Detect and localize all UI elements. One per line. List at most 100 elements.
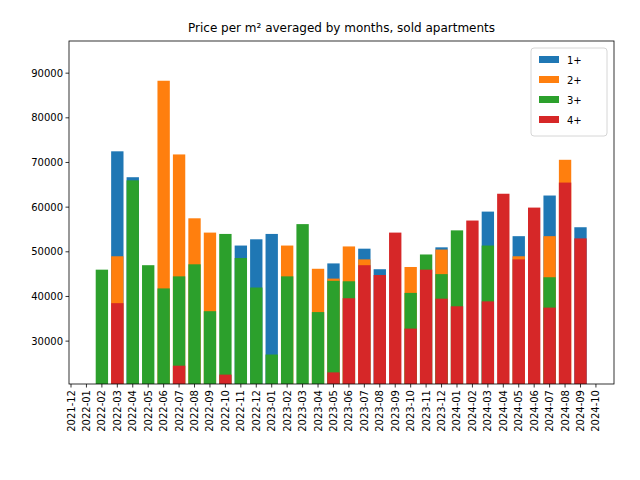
bar	[574, 227, 586, 384]
x-tick-label: 2023-08	[374, 390, 385, 432]
x-tick-label: 2022-02	[96, 390, 107, 432]
bar	[204, 311, 216, 384]
x-tick-label: 2022-08	[189, 390, 200, 432]
bar	[435, 299, 447, 384]
x-tick	[410, 384, 411, 388]
x-tick-label: 2024-06	[529, 390, 540, 432]
x-tick-label: 2022-10	[220, 390, 231, 432]
x-tick-label: 2024-01	[451, 390, 462, 432]
x-tick-label: 2022-12	[251, 390, 262, 432]
bar	[343, 298, 355, 384]
x-tick-label: 2022-04	[127, 390, 138, 432]
x-tick-label: 2023-07	[359, 390, 370, 432]
y-tick-label: 40000	[31, 291, 63, 302]
x-tick	[86, 384, 87, 388]
bar	[466, 221, 478, 384]
x-tick	[395, 384, 396, 388]
chart: 300004000050000600007000080000900002021-…	[0, 0, 640, 480]
bar	[420, 270, 432, 384]
x-tick	[302, 384, 303, 388]
bar	[374, 269, 386, 384]
x-tick-label: 2024-02	[467, 390, 478, 432]
bar	[358, 259, 370, 384]
bar	[482, 301, 494, 384]
x-tick	[225, 384, 226, 388]
x-tick	[71, 384, 72, 388]
legend-label: 4+	[567, 115, 582, 126]
y-tick	[66, 73, 70, 74]
legend-label: 3+	[567, 95, 582, 106]
x-tick	[240, 384, 241, 388]
y-tick-label: 80000	[31, 112, 63, 123]
x-tick-label: 2021-12	[66, 390, 77, 432]
x-tick	[318, 384, 319, 388]
bar	[543, 236, 555, 384]
y-tick-label: 90000	[31, 68, 63, 79]
bar	[173, 366, 185, 384]
legend-box	[531, 48, 607, 136]
x-tick	[549, 384, 550, 388]
bar	[173, 154, 185, 384]
bar	[235, 258, 247, 384]
bar	[96, 270, 108, 384]
bar	[559, 160, 571, 384]
bar	[497, 194, 509, 384]
bar	[281, 246, 293, 384]
bar	[358, 265, 370, 384]
x-tick-label: 2024-10	[590, 390, 601, 432]
x-tick	[209, 384, 210, 388]
bar	[157, 288, 169, 384]
bar	[296, 224, 308, 384]
bar	[404, 293, 416, 384]
bar	[420, 254, 432, 384]
bar	[435, 274, 447, 384]
x-tick-label: 2024-04	[498, 390, 509, 432]
x-tick	[364, 384, 365, 388]
x-tick-label: 2023-01	[266, 390, 277, 432]
bar	[127, 180, 139, 384]
bar	[312, 312, 324, 384]
x-tick-label: 2024-05	[513, 390, 524, 432]
x-tick	[256, 384, 257, 388]
y-tick-label: 50000	[31, 246, 63, 257]
legend-label: 2+	[567, 75, 582, 86]
x-tick	[348, 384, 349, 388]
x-tick-label: 2023-06	[343, 390, 354, 432]
x-tick	[595, 384, 596, 388]
bar	[343, 246, 355, 384]
bar	[327, 281, 339, 384]
x-tick	[194, 384, 195, 388]
x-tick-label: 2022-07	[174, 390, 185, 432]
bar	[451, 230, 463, 384]
x-tick	[518, 384, 519, 388]
bar	[327, 279, 339, 384]
bar	[235, 246, 247, 384]
x-tick-label: 2024-09	[575, 390, 586, 432]
bar	[404, 329, 416, 384]
bar	[482, 246, 494, 384]
bar	[451, 306, 463, 384]
x-tick	[101, 384, 102, 388]
legend-label: 1+	[567, 55, 582, 66]
bar	[528, 208, 540, 384]
bar	[127, 177, 139, 384]
bar	[204, 233, 216, 384]
x-tick	[472, 384, 473, 388]
bar	[250, 239, 262, 384]
bar	[111, 256, 123, 384]
bar	[482, 212, 494, 384]
bar	[266, 234, 278, 384]
x-tick	[503, 384, 504, 388]
y-tick	[66, 207, 70, 208]
bar	[157, 81, 169, 384]
x-tick	[580, 384, 581, 388]
bar	[543, 277, 555, 384]
bar	[250, 288, 262, 384]
x-tick	[333, 384, 334, 388]
bar	[142, 265, 154, 384]
y-tick-label: 60000	[31, 202, 63, 213]
x-tick	[456, 384, 457, 388]
x-tick-label: 2022-05	[143, 390, 154, 432]
bar	[266, 355, 278, 384]
legend-swatch	[539, 56, 559, 63]
